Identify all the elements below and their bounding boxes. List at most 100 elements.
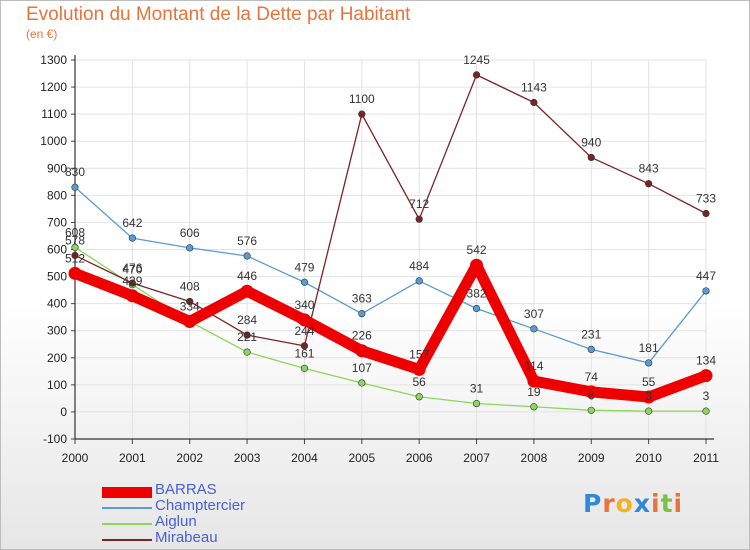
data-point-barras bbox=[412, 362, 426, 376]
data-label-mirabeau: 408 bbox=[180, 279, 200, 293]
data-label-champtercier: 642 bbox=[122, 216, 142, 230]
y-tick-label: 900 bbox=[47, 161, 67, 175]
legend-label: Aiglun bbox=[155, 513, 197, 530]
y-tick-label: 500 bbox=[47, 270, 67, 284]
legend-swatch bbox=[102, 523, 152, 525]
data-label-barras: 134 bbox=[696, 354, 716, 368]
data-point-champtercier bbox=[415, 277, 423, 285]
data-point-mirabeau bbox=[472, 71, 481, 79]
data-point-champtercier bbox=[702, 287, 710, 295]
series-line-mirabeau bbox=[74, 74, 707, 347]
data-point-barras bbox=[183, 315, 197, 329]
data-label-aiglun: 3 bbox=[645, 389, 652, 403]
data-label-barras: 55 bbox=[642, 375, 656, 389]
data-point-aiglun bbox=[71, 243, 79, 251]
data-point-champtercier bbox=[358, 310, 366, 318]
data-label-mirabeau: 244 bbox=[294, 324, 314, 338]
data-label-barras: 157 bbox=[409, 347, 429, 361]
data-point-aiglun bbox=[415, 393, 423, 401]
x-tick-label: 2004 bbox=[291, 451, 318, 465]
data-point-barras bbox=[699, 369, 713, 383]
data-label-champtercier: 484 bbox=[409, 259, 429, 273]
data-label-mirabeau: 578 bbox=[65, 233, 85, 247]
y-tick-label: 300 bbox=[47, 324, 67, 338]
data-point-champtercier bbox=[186, 244, 194, 252]
x-tick-label: 2002 bbox=[176, 451, 203, 465]
data-label-champtercier: 231 bbox=[581, 327, 601, 341]
x-tick-label: 2006 bbox=[406, 451, 433, 465]
y-tick-label: 400 bbox=[47, 297, 67, 311]
data-label-aiglun: 221 bbox=[237, 330, 257, 344]
series-line-aiglun bbox=[74, 246, 707, 412]
x-tick-label: 2000 bbox=[62, 451, 89, 465]
x-tick-label: 2008 bbox=[521, 451, 548, 465]
data-label-barras: 226 bbox=[352, 329, 372, 343]
data-point-mirabeau bbox=[530, 98, 538, 107]
x-tick-label: 2009 bbox=[578, 451, 605, 465]
data-label-champtercier: 576 bbox=[237, 234, 257, 248]
legend-swatch bbox=[102, 486, 152, 498]
data-point-aiglun bbox=[702, 407, 710, 415]
x-tick-label: 2003 bbox=[234, 451, 261, 465]
data-label-mirabeau: 712 bbox=[409, 197, 429, 211]
legend-swatch bbox=[102, 507, 152, 509]
data-label-champtercier: 382 bbox=[467, 287, 487, 301]
data-point-champtercier bbox=[530, 325, 538, 333]
data-label-aiglun: 107 bbox=[352, 361, 372, 375]
data-label-mirabeau: 843 bbox=[639, 162, 659, 176]
data-point-aiglun bbox=[587, 406, 595, 414]
data-point-mirabeau bbox=[702, 209, 710, 218]
data-label-champtercier: 447 bbox=[696, 269, 716, 283]
data-label-mirabeau: 1245 bbox=[463, 53, 490, 67]
data-label-barras: 542 bbox=[467, 243, 487, 257]
data-point-aiglun bbox=[300, 364, 309, 372]
data-label-champtercier: 830 bbox=[65, 165, 85, 179]
data-label-barras: 114 bbox=[524, 359, 543, 373]
data-label-barras: 74 bbox=[585, 370, 599, 384]
chart-title: Evolution du Montant de la Dette par Hab… bbox=[26, 4, 411, 25]
data-point-champtercier bbox=[300, 278, 309, 286]
y-tick-label: -100 bbox=[43, 432, 67, 446]
y-tick-label: 1100 bbox=[41, 107, 67, 121]
data-label-champtercier: 181 bbox=[639, 341, 659, 355]
data-point-barras bbox=[355, 344, 369, 358]
data-label-aiglun: 161 bbox=[294, 346, 314, 360]
data-label-aiglun: 6 bbox=[588, 388, 595, 402]
legend-label: Champtercier bbox=[155, 497, 246, 514]
x-tick-label: 2001 bbox=[119, 451, 146, 465]
data-point-mirabeau bbox=[358, 110, 366, 118]
data-label-mirabeau: 940 bbox=[581, 135, 601, 149]
data-label-barras: 340 bbox=[294, 298, 314, 312]
data-point-barras bbox=[527, 374, 541, 388]
data-label-champtercier: 606 bbox=[180, 226, 200, 240]
data-label-mirabeau: 733 bbox=[696, 191, 716, 205]
data-label-aiglun: 470 bbox=[122, 263, 142, 277]
legend-label: BARRAS bbox=[155, 481, 217, 498]
data-label-champtercier: 307 bbox=[524, 307, 544, 321]
y-tick-label: 0 bbox=[60, 405, 67, 419]
data-point-barras bbox=[68, 266, 82, 280]
data-point-barras bbox=[584, 385, 598, 399]
y-tick-label: 1000 bbox=[40, 134, 67, 148]
x-tick-label: 2007 bbox=[463, 451, 490, 465]
data-label-champtercier: 479 bbox=[294, 260, 314, 274]
data-point-barras bbox=[240, 284, 254, 298]
data-point-mirabeau bbox=[186, 297, 194, 306]
data-point-champtercier bbox=[128, 234, 136, 242]
legend-label: Mirabeau bbox=[155, 529, 218, 546]
data-point-barras bbox=[642, 390, 656, 404]
data-label-mirabeau: 1100 bbox=[349, 92, 375, 106]
legend-swatch bbox=[102, 539, 152, 541]
y-tick-label: 100 bbox=[47, 378, 67, 392]
data-point-aiglun bbox=[530, 403, 538, 411]
data-point-mirabeau bbox=[645, 180, 653, 188]
data-label-aiglun: 56 bbox=[413, 375, 427, 389]
data-label-aiglun: 3 bbox=[703, 389, 710, 403]
proxiti-logo: Proxiti bbox=[583, 489, 684, 518]
data-point-aiglun bbox=[243, 348, 251, 356]
chart-subtitle: (en €) bbox=[26, 27, 58, 41]
data-label-aiglun: 19 bbox=[527, 385, 541, 399]
data-point-champtercier bbox=[243, 252, 251, 260]
